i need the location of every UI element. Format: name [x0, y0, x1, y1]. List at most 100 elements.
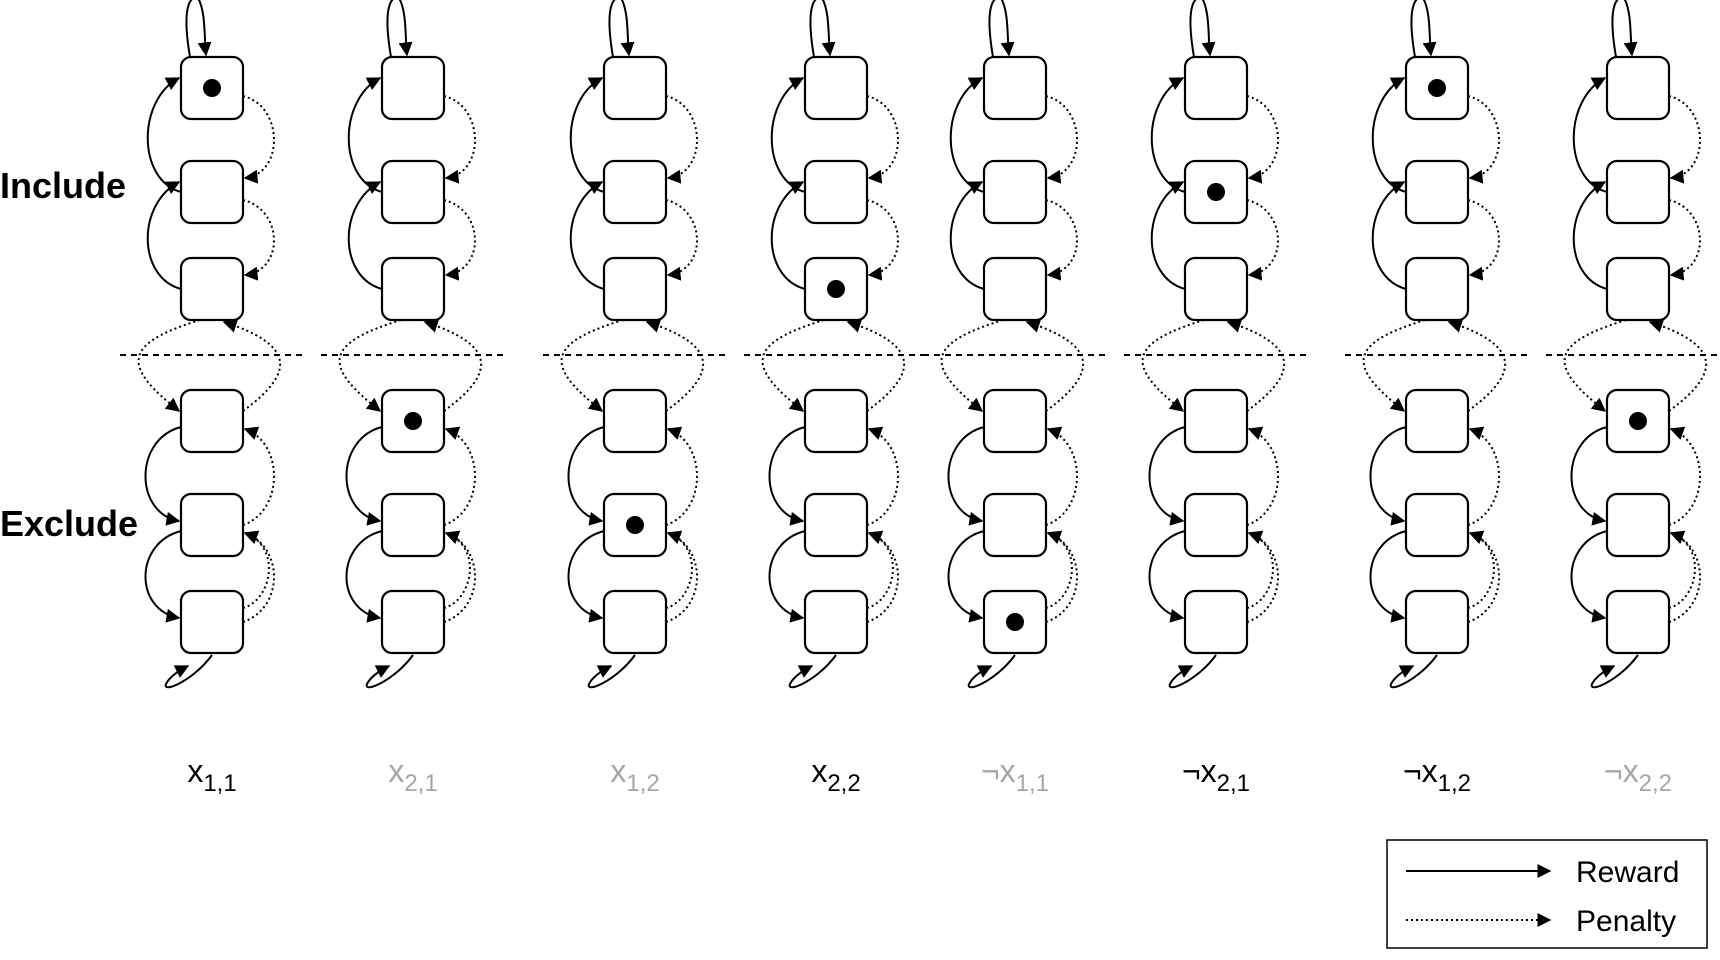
- state-box-3: [179, 256, 245, 322]
- penalty-arrow-cross: [1447, 319, 1507, 412]
- reward-arrow: [146, 181, 182, 290]
- reward-arrow: [345, 530, 383, 623]
- reward-arrow: [770, 77, 806, 193]
- reward-self-loop: [365, 654, 414, 689]
- penalty-arrow: [242, 199, 275, 281]
- reward-self-loop: [809, 0, 836, 58]
- state-box-5: [982, 492, 1048, 558]
- automaton-2: x2,1: [321, 0, 505, 797]
- legend: Reward Penalty: [1386, 839, 1708, 949]
- penalty-arrow: [665, 426, 698, 526]
- state-box-1: [602, 55, 668, 121]
- state-box-5: [179, 492, 245, 558]
- penalty-arrow: [1668, 530, 1696, 609]
- exclude-label: Exclude: [0, 503, 138, 544]
- penalty-arrow: [665, 199, 698, 281]
- state-box-6: [803, 589, 869, 655]
- penalty-arrow: [866, 199, 899, 281]
- reward-arrow: [567, 426, 605, 526]
- penalty-arrow-cross: [1025, 319, 1085, 412]
- penalty-arrow: [443, 530, 476, 623]
- reward-arrow: [569, 181, 605, 290]
- state-box-2: [380, 159, 446, 225]
- literal-label: ¬x2,2: [1604, 753, 1672, 797]
- reward-self-loop: [1389, 654, 1438, 689]
- penalty-arrow-cross: [560, 319, 624, 412]
- penalty-arrow-cross: [846, 319, 906, 412]
- reward-self-loop: [386, 0, 413, 58]
- automaton-5: ¬x1,1: [923, 0, 1107, 797]
- penalty-arrow-cross: [1648, 319, 1708, 412]
- penalty-arrow: [1467, 199, 1500, 281]
- reward-arrow: [345, 426, 383, 526]
- state-box-1: [803, 55, 869, 121]
- reward-self-loop: [1168, 654, 1217, 689]
- penalty-arrow: [1668, 530, 1701, 623]
- reward-arrow: [768, 530, 806, 623]
- reward-arrow: [347, 77, 383, 193]
- reward-arrow: [770, 181, 806, 290]
- reward-self-loop: [988, 0, 1015, 58]
- penalty-arrow-cross: [1362, 319, 1426, 412]
- penalty-arrow: [443, 426, 476, 526]
- state-box-2: [1404, 159, 1470, 225]
- legend-reward-label: Reward: [1576, 856, 1679, 889]
- state-box-3: [982, 256, 1048, 322]
- reward-self-loop: [164, 654, 213, 689]
- state-box-5: [1404, 492, 1470, 558]
- penalty-arrow: [866, 530, 894, 609]
- penalty-arrow: [665, 530, 698, 623]
- reward-self-loop: [1590, 654, 1639, 689]
- penalty-arrow-cross: [645, 319, 705, 412]
- state-box-2: [803, 159, 869, 225]
- penalty-arrow: [1668, 199, 1701, 281]
- penalty-arrow: [1467, 530, 1500, 623]
- penalty-arrow: [866, 95, 899, 184]
- penalty-arrow-cross: [1141, 319, 1205, 412]
- reward-self-loop: [185, 0, 212, 58]
- state-box-3: [1183, 256, 1249, 322]
- automaton-4: x2,2: [744, 0, 928, 797]
- state-box-3: [1605, 256, 1671, 322]
- state-box-4: [1404, 388, 1470, 454]
- state-box-6: [1404, 589, 1470, 655]
- current-state-dot: [203, 79, 221, 97]
- reward-self-loop: [1611, 0, 1638, 58]
- penalty-arrow-cross: [1226, 319, 1286, 412]
- reward-arrow: [1570, 530, 1608, 623]
- reward-self-loop: [788, 654, 837, 689]
- state-box-3: [380, 256, 446, 322]
- literal-label: ¬x1,1: [981, 753, 1049, 797]
- penalty-arrow: [866, 530, 899, 623]
- literal-label: x2,1: [388, 753, 437, 797]
- reward-arrow: [1369, 426, 1407, 526]
- penalty-arrow: [1246, 530, 1279, 623]
- reward-self-loop: [1410, 0, 1437, 58]
- penalty-arrow: [1045, 95, 1078, 184]
- current-state-dot: [827, 280, 845, 298]
- penalty-arrow: [1045, 530, 1078, 623]
- state-box-1: [982, 55, 1048, 121]
- state-box-4: [1183, 388, 1249, 454]
- state-box-6: [1183, 589, 1249, 655]
- penalty-arrow: [1246, 95, 1279, 184]
- penalty-arrow: [665, 530, 693, 609]
- reward-arrow: [567, 530, 605, 623]
- state-box-2: [602, 159, 668, 225]
- literal-label: ¬x2,1: [1182, 753, 1250, 797]
- reward-arrow: [1150, 77, 1186, 193]
- penalty-arrow: [1045, 426, 1078, 526]
- penalty-arrow: [1467, 530, 1495, 609]
- state-box-4: [803, 388, 869, 454]
- state-box-4: [982, 388, 1048, 454]
- reward-arrow: [144, 530, 182, 623]
- reward-arrow: [947, 426, 985, 526]
- literal-label: x1,1: [187, 753, 236, 797]
- reward-arrow: [1371, 77, 1407, 193]
- reward-arrow: [947, 530, 985, 623]
- state-box-3: [602, 256, 668, 322]
- state-box-2: [179, 159, 245, 225]
- state-box-1: [1183, 55, 1249, 121]
- reward-arrow: [1148, 426, 1186, 526]
- penalty-arrow: [1246, 199, 1279, 281]
